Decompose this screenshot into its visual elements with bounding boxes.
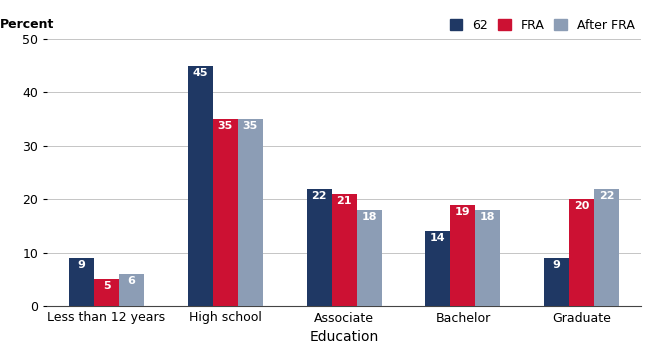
Text: 14: 14 bbox=[430, 233, 446, 243]
Text: 45: 45 bbox=[192, 68, 208, 78]
Bar bbox=[426, 231, 450, 306]
Bar bbox=[307, 188, 332, 306]
Bar bbox=[450, 205, 476, 306]
Text: 6: 6 bbox=[128, 276, 135, 286]
Bar bbox=[594, 188, 619, 306]
Text: 18: 18 bbox=[362, 212, 376, 222]
Text: 21: 21 bbox=[336, 196, 352, 206]
Bar bbox=[356, 210, 382, 306]
Bar bbox=[69, 258, 94, 306]
Bar bbox=[544, 258, 569, 306]
Bar bbox=[188, 66, 213, 306]
Text: 35: 35 bbox=[218, 121, 233, 131]
Text: Percent: Percent bbox=[0, 18, 54, 31]
Bar bbox=[119, 274, 144, 306]
Text: 9: 9 bbox=[553, 260, 561, 270]
Bar bbox=[213, 119, 238, 306]
Text: 20: 20 bbox=[574, 201, 589, 211]
Text: 35: 35 bbox=[242, 121, 258, 131]
Bar bbox=[238, 119, 262, 306]
Legend: 62, FRA, After FRA: 62, FRA, After FRA bbox=[450, 19, 635, 32]
Bar bbox=[94, 279, 119, 306]
Text: 5: 5 bbox=[102, 282, 110, 291]
Text: 22: 22 bbox=[599, 191, 614, 201]
Bar bbox=[476, 210, 500, 306]
Text: 22: 22 bbox=[312, 191, 327, 201]
Text: 18: 18 bbox=[480, 212, 496, 222]
Bar bbox=[332, 194, 356, 306]
Text: 9: 9 bbox=[78, 260, 86, 270]
X-axis label: Education: Education bbox=[310, 330, 378, 344]
Text: 19: 19 bbox=[455, 207, 470, 217]
Bar bbox=[569, 199, 594, 306]
